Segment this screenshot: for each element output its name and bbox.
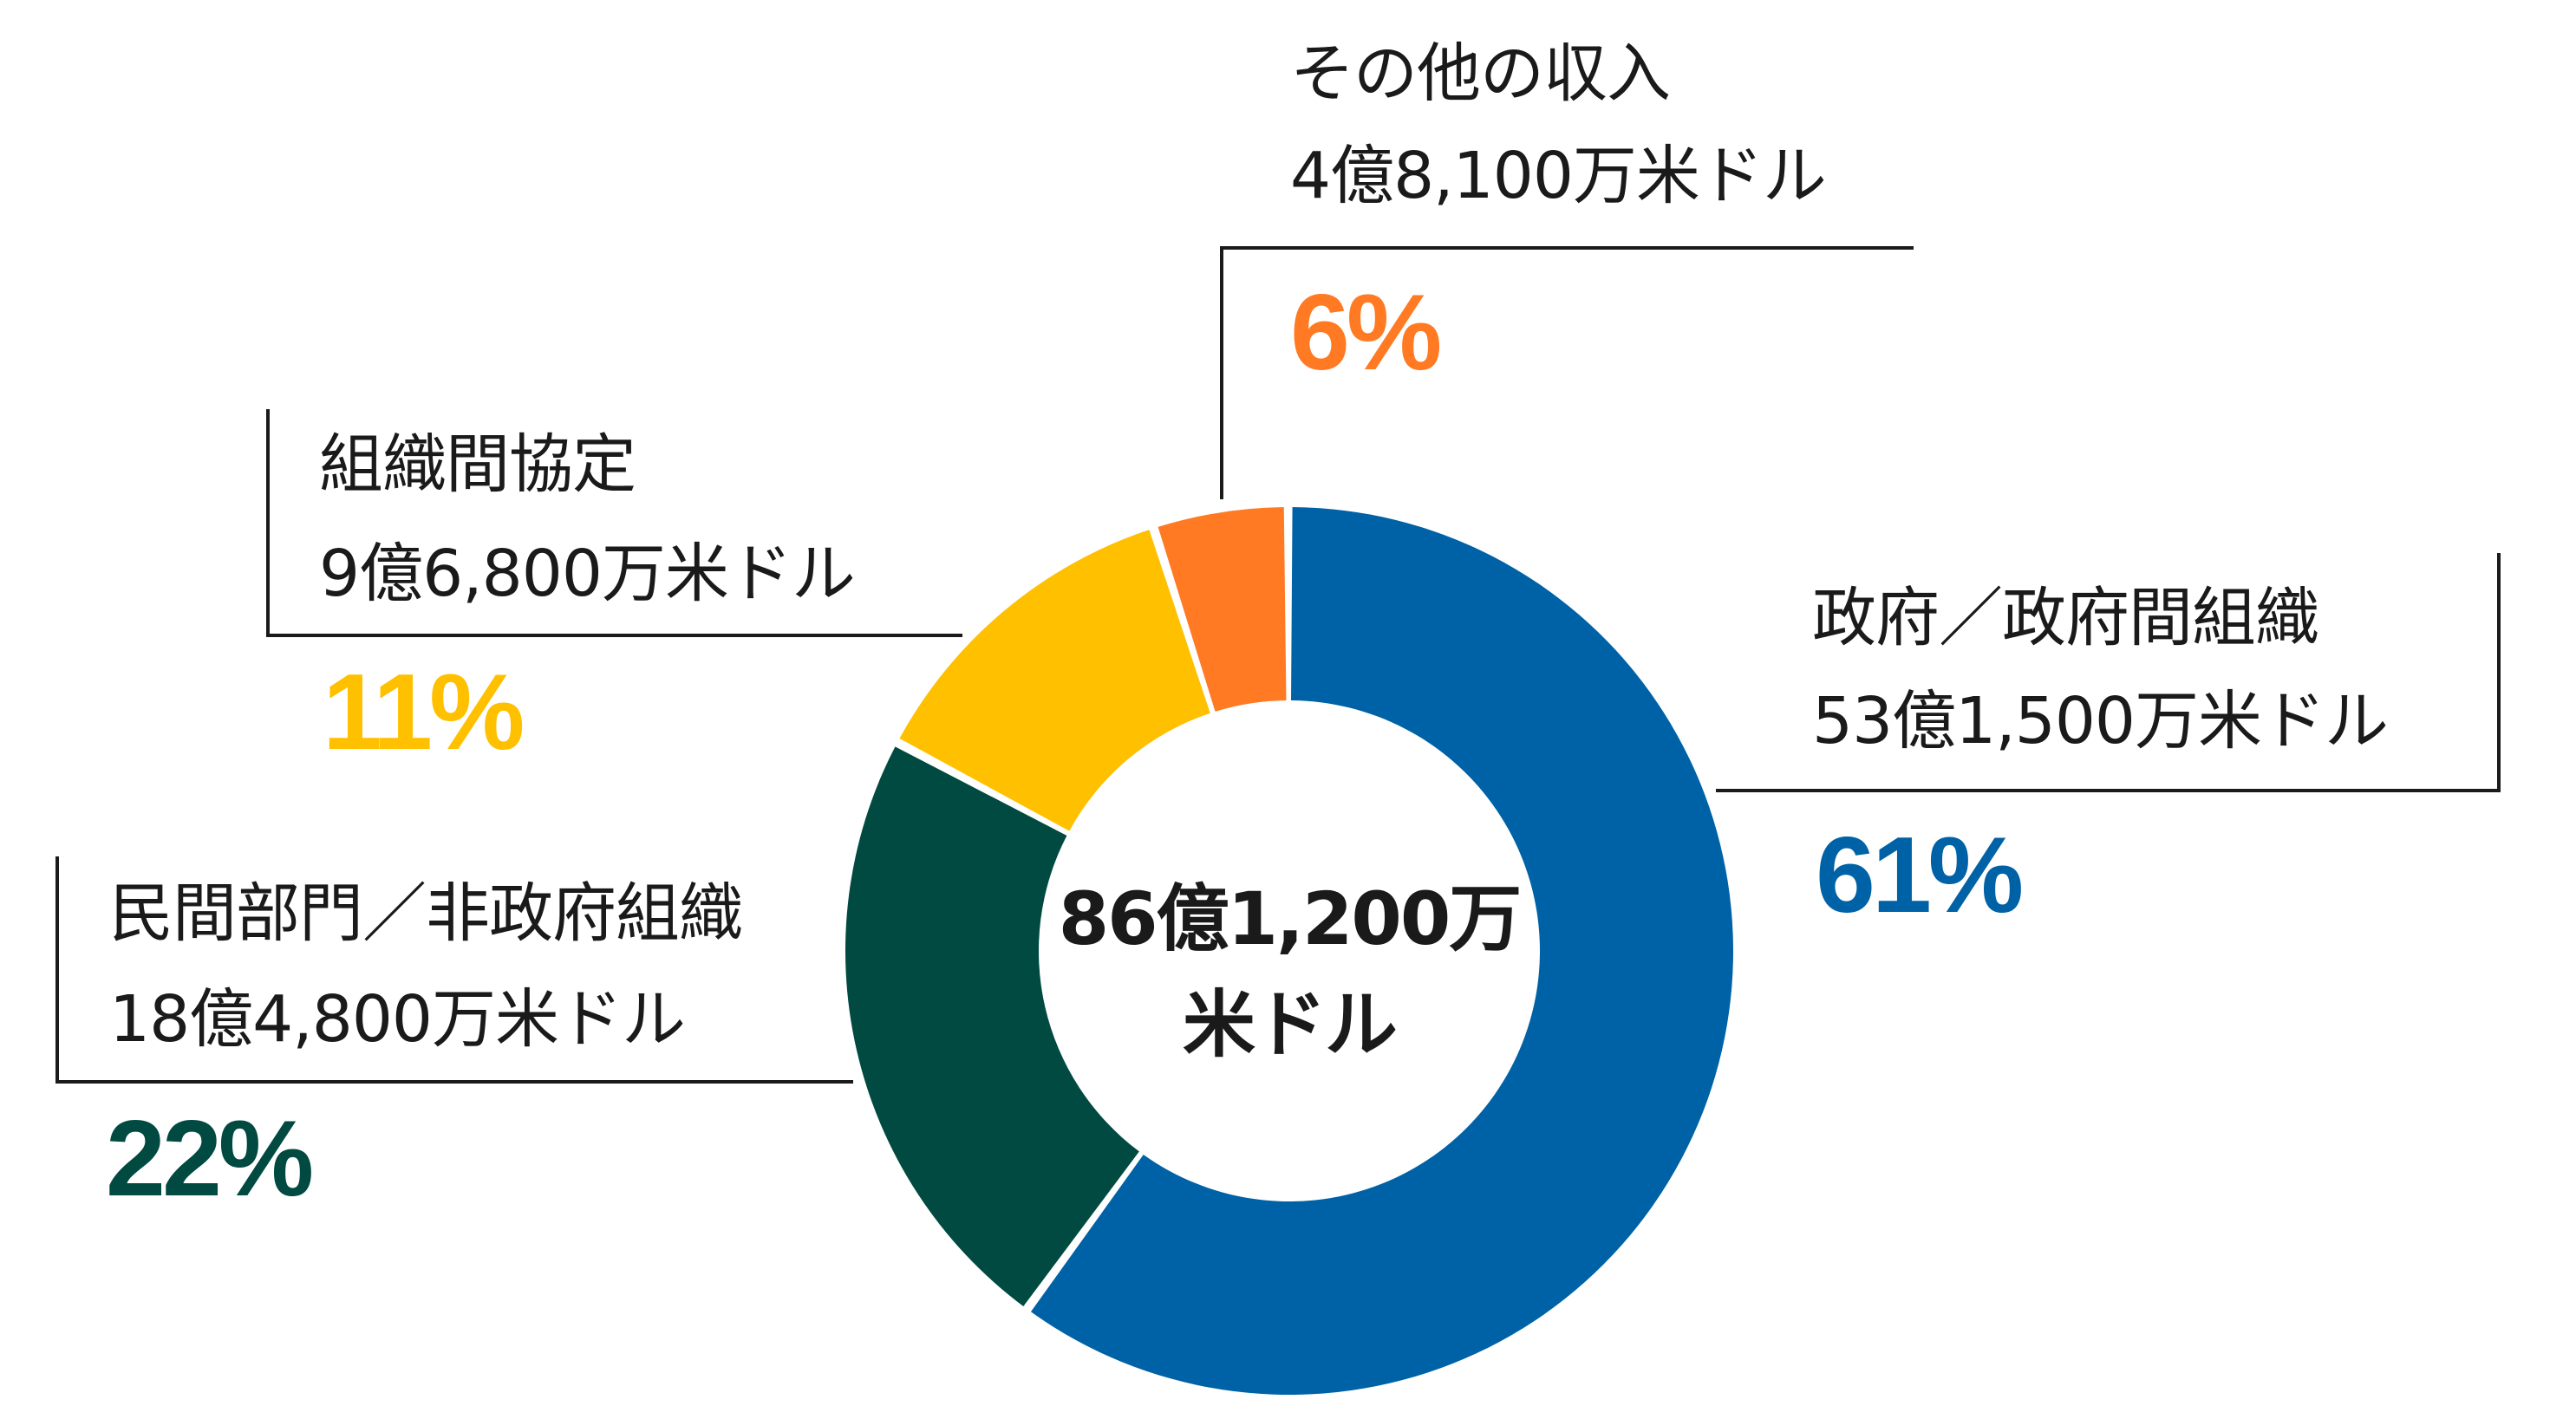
label-inter-amount: 9億6,800万米ドル	[319, 537, 856, 611]
label-other-amount: 4億8,100万米ドル	[1290, 139, 1827, 213]
label-private-name: 民間部門／非政府組織	[109, 876, 743, 951]
donut-segment-inter	[899, 530, 1210, 831]
center-total-amount: 86億1,200万	[1058, 876, 1523, 961]
donut-segments	[845, 507, 1733, 1395]
label-gov-name: 政府／政府間組織	[1812, 581, 2319, 655]
donut-segment-gov	[1030, 507, 1733, 1395]
label-other-name: その他の収入	[1290, 36, 1671, 111]
label-gov-amount: 53億1,500万米ドル	[1812, 684, 2389, 758]
donut-segment-other	[1158, 507, 1287, 712]
callout-inter-hline	[266, 634, 962, 637]
pct-inter: 11%	[323, 653, 525, 772]
donut-segment-private	[845, 746, 1139, 1306]
center-total-unit: 米ドル	[1182, 982, 1398, 1067]
pct-private: 22%	[106, 1099, 314, 1219]
pct-other: 6%	[1290, 273, 1442, 393]
pct-gov: 61%	[1816, 816, 2024, 935]
label-inter-name: 組織間協定	[319, 427, 636, 502]
callout-other-vline	[1220, 246, 1223, 499]
callout-private-hline	[55, 1080, 853, 1084]
callout-inter-vline	[266, 409, 270, 637]
label-private-amount: 18億4,800万米ドル	[109, 982, 686, 1057]
callout-gov-hline	[1716, 789, 2501, 792]
callout-gov-vline	[2497, 553, 2501, 792]
callout-private-vline	[55, 856, 59, 1084]
callout-other-hline	[1220, 246, 1914, 250]
